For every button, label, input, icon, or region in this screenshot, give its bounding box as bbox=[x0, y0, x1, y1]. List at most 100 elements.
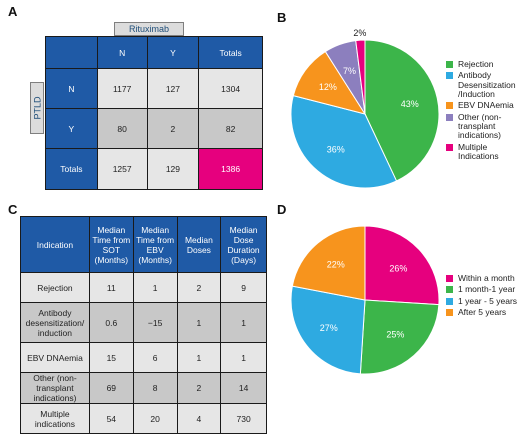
table-row: N Y Totals bbox=[45, 36, 263, 69]
slice-label: 36% bbox=[327, 144, 345, 154]
pie-slice bbox=[355, 39, 366, 115]
row-header-y: Y bbox=[45, 108, 98, 149]
legend-label: Rejection bbox=[458, 59, 494, 69]
col-header-totals: Totals bbox=[198, 36, 263, 69]
table-row: Totals 1257 129 1386 bbox=[45, 148, 263, 190]
cell: 2 bbox=[176, 272, 222, 303]
pie-chart-timing: 26% 25% 27% 22% bbox=[290, 225, 440, 375]
cell: 1304 bbox=[198, 68, 263, 109]
legend-label: Multiple Indications bbox=[458, 141, 499, 162]
slice-label: 12% bbox=[319, 82, 337, 92]
legend-item: EBV DNAemia bbox=[446, 101, 518, 110]
cell: 54 bbox=[88, 403, 134, 434]
row-label: Multiple indications bbox=[20, 403, 90, 434]
cell: 2 bbox=[176, 372, 222, 404]
ptld-header-text: PTLD bbox=[32, 96, 43, 120]
cell: −15 bbox=[132, 302, 178, 343]
legend-item: Within a month bbox=[446, 273, 518, 283]
pie-slice bbox=[364, 225, 440, 306]
row-label: Other (non-transplant indications) bbox=[20, 372, 90, 404]
col-header: Median Time from EBV (Months) bbox=[132, 216, 178, 273]
cell: 15 bbox=[88, 342, 134, 373]
cell: 6 bbox=[132, 342, 178, 373]
legend-label: 1 year - 5 years bbox=[458, 295, 518, 306]
panel-label-c: C bbox=[8, 202, 18, 217]
col-header: Indication bbox=[20, 216, 90, 273]
cell: 69 bbox=[88, 372, 134, 404]
cell: 1177 bbox=[96, 68, 148, 109]
slice-label: 7% bbox=[343, 66, 356, 76]
cell: 11 bbox=[88, 272, 134, 303]
legend-swatch bbox=[446, 297, 453, 305]
slice-label: 27% bbox=[320, 323, 338, 333]
cell: 9 bbox=[220, 272, 267, 303]
row-label: EBV DNAemia bbox=[20, 342, 90, 373]
cell: 1 bbox=[176, 302, 222, 343]
row-header-totals: Totals bbox=[45, 148, 98, 190]
pie-slice bbox=[359, 299, 440, 375]
legend-label: Antibody Desensitization /Induction bbox=[458, 70, 516, 100]
legend-label: EBV DNAemia bbox=[458, 100, 514, 111]
cell: 4 bbox=[176, 403, 222, 434]
legend-label: 1 month-1 year bbox=[458, 284, 516, 295]
panel-label-a: A bbox=[8, 4, 18, 19]
legend-swatch bbox=[446, 102, 453, 110]
row-header-n: N bbox=[45, 68, 98, 109]
cell: 1 bbox=[220, 342, 267, 373]
table-row: EBV DNAemia 15 6 1 1 bbox=[20, 342, 267, 373]
cell: 1257 bbox=[96, 148, 148, 190]
table-row: Antibody desensitization/ induction 0.6 … bbox=[20, 302, 267, 343]
legend-item: Other (non-transplant indications) bbox=[446, 111, 518, 141]
col-header-y: Y bbox=[146, 36, 200, 69]
col-header: Median Doses bbox=[176, 216, 222, 273]
cell: 1 bbox=[132, 272, 178, 303]
pie-slice bbox=[290, 285, 366, 375]
row-label: Antibody desensitization/ induction bbox=[20, 302, 90, 343]
pie-slice bbox=[364, 39, 440, 182]
panel-label-d: D bbox=[277, 202, 287, 217]
col-header: Median Dose Duration (Days) bbox=[220, 216, 267, 273]
legend-item: Multiple Indications bbox=[446, 141, 518, 162]
table-row: Multiple indications 54 20 4 730 bbox=[20, 403, 267, 434]
cell: 8 bbox=[132, 372, 178, 404]
cell: 1 bbox=[176, 342, 222, 373]
cell: 80 bbox=[96, 108, 148, 149]
panel-label-b: B bbox=[277, 10, 287, 25]
ptld-header: PTLD bbox=[30, 82, 44, 134]
row-label: Rejection bbox=[20, 272, 90, 303]
col-header: Median Time from SOT (Months) bbox=[88, 216, 134, 273]
cell: 129 bbox=[146, 148, 200, 190]
corner-cell bbox=[45, 36, 98, 69]
cell: 1 bbox=[220, 302, 267, 343]
slice-label: 22% bbox=[327, 260, 345, 270]
cell: 127 bbox=[146, 68, 200, 109]
legend-swatch bbox=[446, 143, 453, 151]
table-row: Indication Median Time from SOT (Months)… bbox=[20, 216, 267, 273]
cell: 14 bbox=[220, 372, 267, 404]
grand-total-cell: 1386 bbox=[198, 148, 263, 190]
table-row: N 1177 127 1304 bbox=[45, 68, 263, 109]
table-row: Rejection 11 1 2 9 bbox=[20, 272, 267, 303]
legend-item: Rejection bbox=[446, 59, 518, 69]
cell: 2 bbox=[146, 108, 200, 149]
legend-timing: Within a month 1 month-1 year 1 year - 5 y… bbox=[446, 273, 518, 319]
cell: 730 bbox=[220, 403, 267, 434]
slice-label: 2% bbox=[353, 28, 366, 38]
legend-swatch bbox=[446, 309, 453, 317]
legend-swatch bbox=[446, 113, 453, 121]
legend-label: Within a month bbox=[458, 273, 515, 283]
pie-slice bbox=[290, 94, 398, 189]
legend-item: Antibody Desensitization /Induction bbox=[446, 71, 518, 99]
legend-swatch bbox=[446, 275, 453, 282]
pie-slice bbox=[291, 225, 366, 301]
indications-table: Indication Median Time from SOT (Months)… bbox=[20, 216, 267, 434]
cell: 82 bbox=[198, 108, 263, 149]
legend-label: Other (non-transplant indications) bbox=[458, 111, 502, 141]
legend-swatch bbox=[446, 72, 453, 80]
slice-label: 26% bbox=[389, 264, 407, 274]
slice-label: 25% bbox=[386, 329, 404, 339]
legend-indications: Rejection Antibody Desensitization /Induc… bbox=[446, 59, 518, 163]
slice-label: 43% bbox=[401, 99, 419, 109]
legend-item: 1 month-1 year bbox=[446, 284, 518, 295]
legend-label: After 5 years bbox=[458, 307, 507, 318]
